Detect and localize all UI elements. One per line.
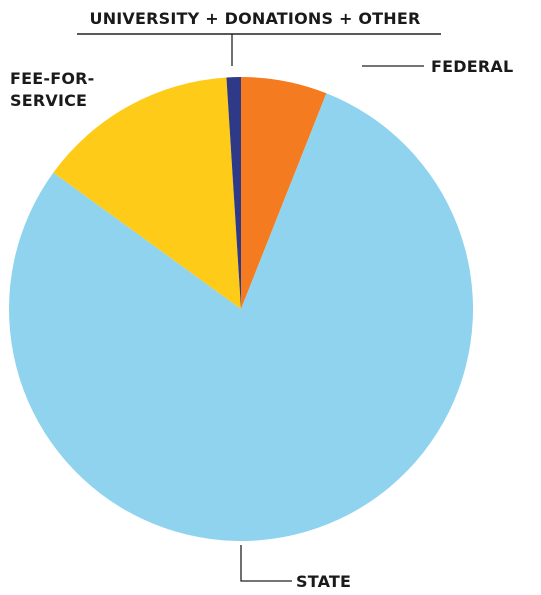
pie-slice-federal bbox=[241, 77, 327, 309]
slice-label-state: STATE bbox=[296, 572, 351, 591]
pie-slices bbox=[8, 77, 473, 541]
pie-slice-state bbox=[8, 93, 473, 541]
pie-slice-university-donations-other bbox=[226, 77, 241, 309]
slice-label-university-donations-other: UNIVERSITY + DONATIONS + OTHER bbox=[90, 9, 421, 28]
pie-slice-fee-for-service bbox=[53, 77, 242, 310]
slice-label-federal: FEDERAL bbox=[431, 57, 513, 76]
leader-state bbox=[240, 545, 292, 582]
slice-label-fee-for-service: FEE-FOR- SERVICE bbox=[10, 69, 100, 110]
